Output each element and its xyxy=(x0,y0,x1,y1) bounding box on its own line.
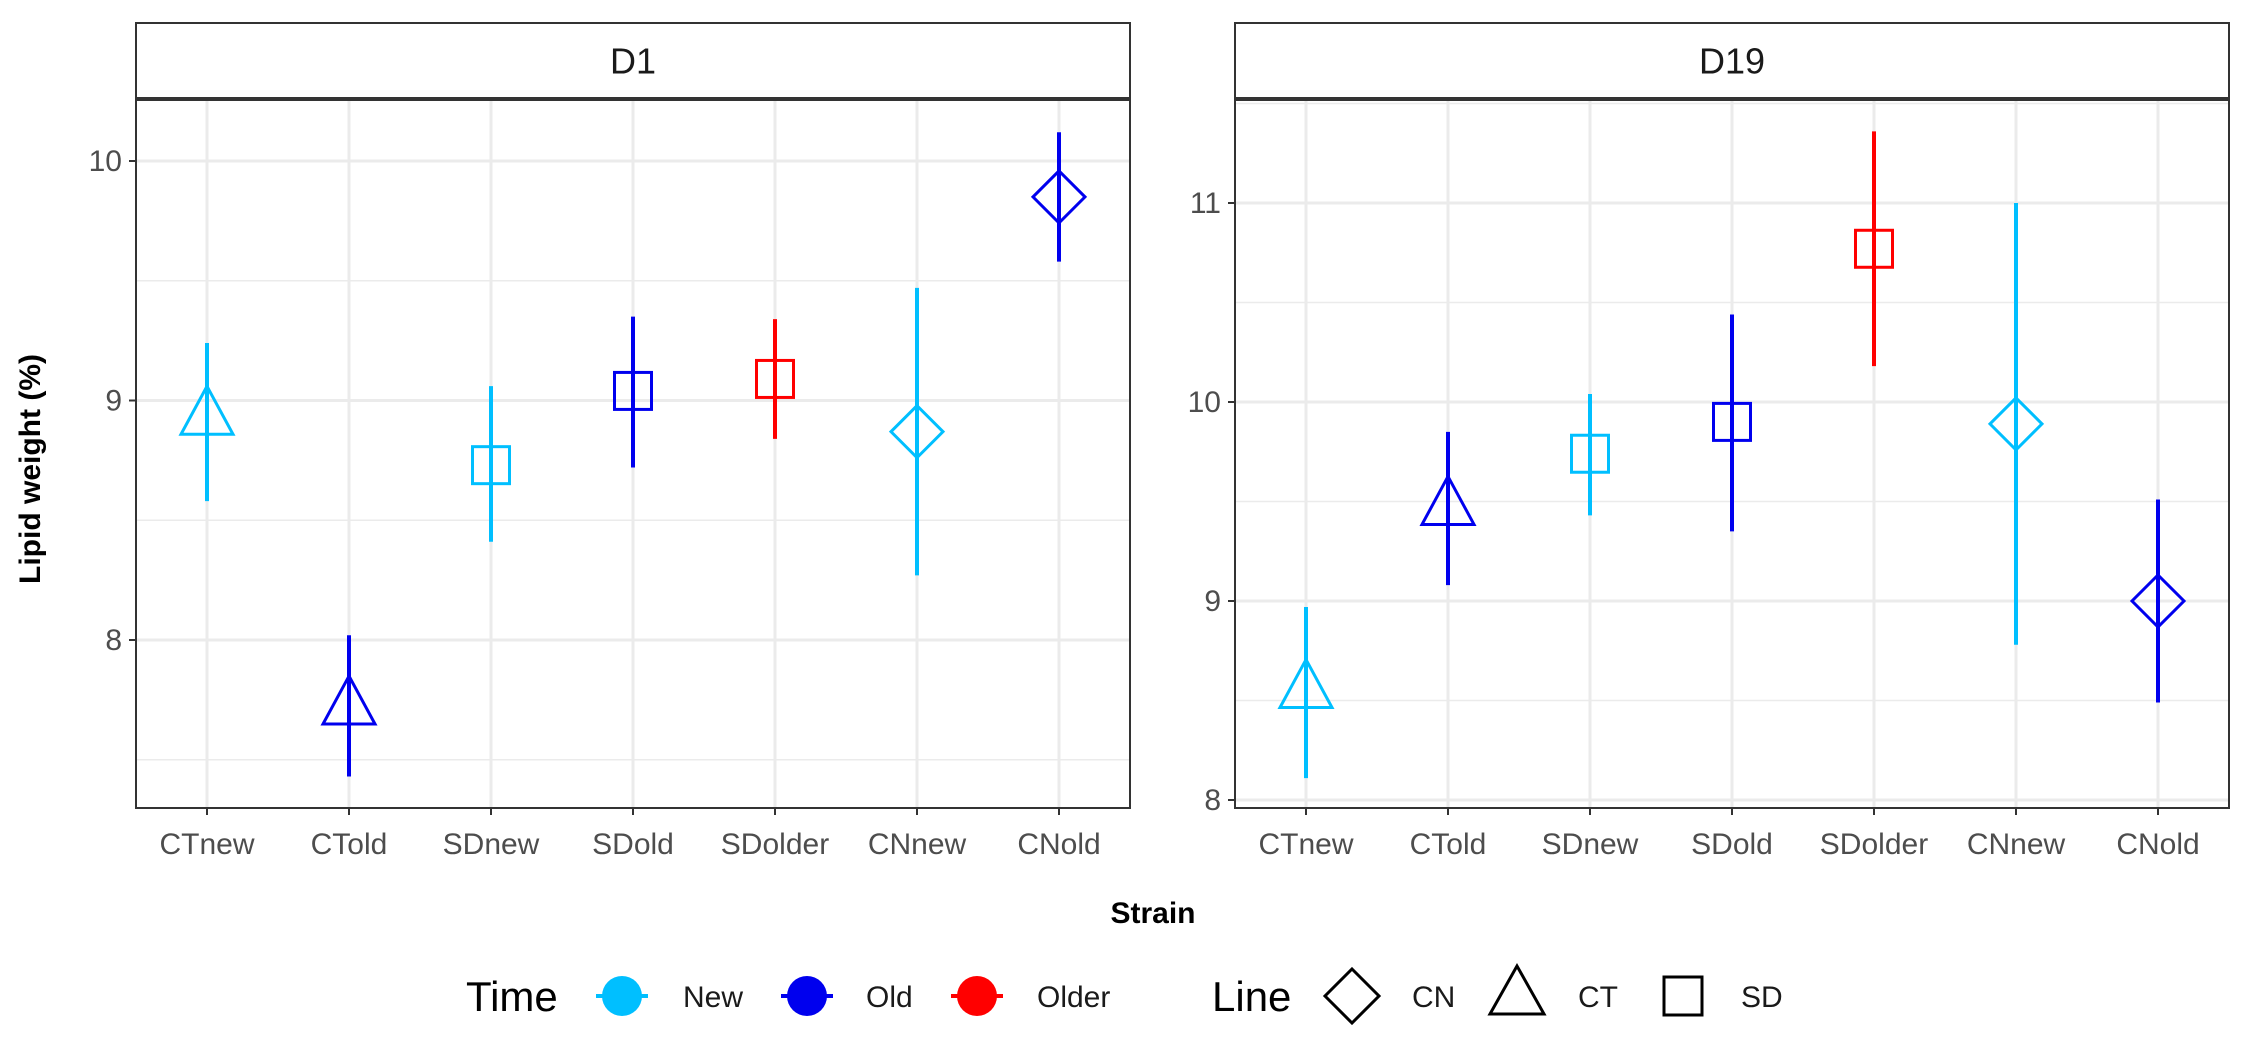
legend-label: Older xyxy=(1037,981,1110,1014)
x-tick-label: CTold xyxy=(311,828,388,861)
legend: Time New Old Older Line CN CT SD xyxy=(466,962,1783,1026)
legend-label: CN xyxy=(1412,981,1455,1014)
data-point xyxy=(1277,656,1335,710)
y-tick-label: 8 xyxy=(105,624,122,657)
x-tick-label: CTnew xyxy=(1258,828,1353,861)
data-point xyxy=(613,370,653,411)
facet-strip xyxy=(135,22,1131,99)
legend-label: CT xyxy=(1578,981,1618,1014)
x-tick-label: CTnew xyxy=(159,828,254,861)
data-point xyxy=(471,445,511,486)
legend-key-shape xyxy=(1662,975,1704,1017)
legend-title-time: Time xyxy=(466,973,558,1020)
data-point xyxy=(1419,473,1477,526)
x-tick-label: SDnew xyxy=(1542,828,1639,861)
legend-label: Old xyxy=(866,981,913,1014)
data-point xyxy=(1712,401,1752,442)
y-tick-label: 10 xyxy=(89,145,122,178)
x-tick-label: CNold xyxy=(1017,828,1100,861)
y-axis-title: Lipid weight (%) xyxy=(14,354,47,584)
x-tick-label: SDolder xyxy=(721,828,829,861)
legend-key-dot xyxy=(957,976,997,1016)
data-point xyxy=(1987,395,2045,453)
x-tick-label: CNnew xyxy=(1967,828,2066,861)
facet-strip-label: D19 xyxy=(1699,41,1765,82)
legend-label: SD xyxy=(1741,981,1783,1014)
data-point xyxy=(178,383,236,436)
legend-key-shape xyxy=(1322,966,1382,1026)
legend-key-dot xyxy=(787,976,827,1016)
x-tick-label: CNold xyxy=(2116,828,2199,861)
legend-key-shape xyxy=(1487,962,1547,1016)
data-point xyxy=(1030,168,1088,226)
data-point xyxy=(755,358,795,399)
legend-title-line: Line xyxy=(1212,973,1291,1020)
data-point xyxy=(2129,572,2187,630)
x-tick-label: SDold xyxy=(592,828,674,861)
panel-D19: D19 8 9 10 11 CTnew CTold SDnew SDold SDolder CNne… xyxy=(1188,22,2230,861)
x-tick-label: SDold xyxy=(1691,828,1773,861)
y-tick-label: 9 xyxy=(1204,585,1221,618)
x-tick-label: SDolder xyxy=(1820,828,1928,861)
legend-key-dot xyxy=(602,976,642,1016)
y-tick-label: 9 xyxy=(105,385,122,418)
data-point xyxy=(320,672,378,726)
facet-strip xyxy=(1234,22,2230,99)
data-point xyxy=(1854,228,1894,269)
x-tick-label: CTold xyxy=(1410,828,1487,861)
panel-D1: D1 8 9 10 CTnew CTold SDnew SDold SDolder CNnew CN… xyxy=(89,22,1131,861)
y-tick-label: 10 xyxy=(1188,386,1221,419)
legend-label: New xyxy=(683,981,743,1014)
x-tick-label: CNnew xyxy=(868,828,967,861)
facet-strip-label: D1 xyxy=(610,41,656,82)
x-axis-title: Strain xyxy=(1110,897,1195,930)
data-point xyxy=(888,403,946,460)
y-tick-label: 11 xyxy=(1190,187,1221,220)
y-tick-label: 8 xyxy=(1204,784,1221,817)
x-tick-label: SDnew xyxy=(443,828,540,861)
data-point xyxy=(1570,433,1610,474)
